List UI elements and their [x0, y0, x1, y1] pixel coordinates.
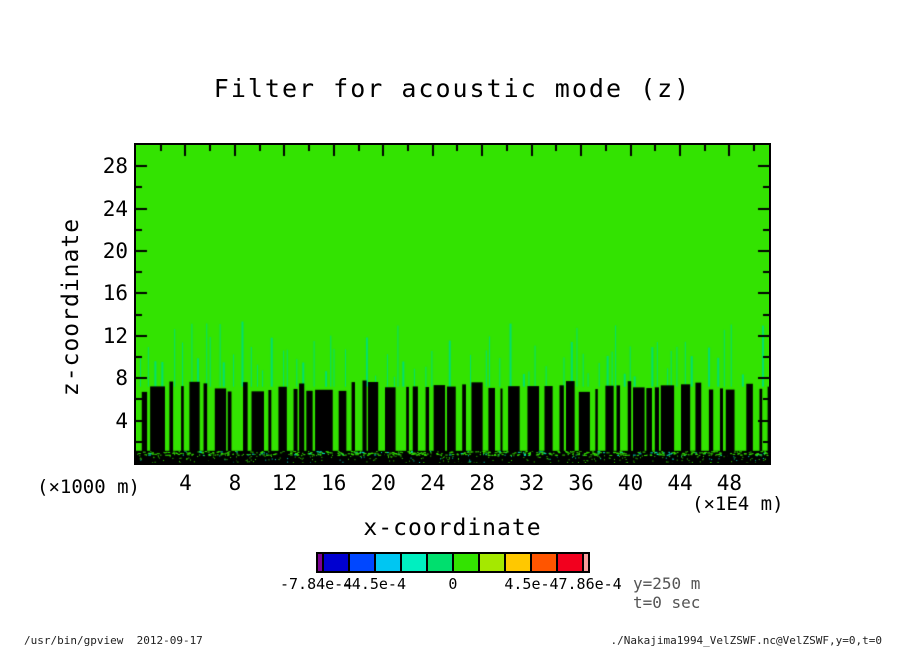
colorbar-segment: [400, 552, 428, 573]
x-tick-label: 8: [228, 471, 242, 495]
colorbar-segment: [426, 552, 454, 573]
x-tick-label: 40: [617, 471, 644, 495]
x-tick-label: 4: [179, 471, 192, 495]
x-tick-label: 36: [568, 471, 594, 495]
chart-title: Filter for acoustic mode (z): [213, 74, 692, 103]
colorbar-segment: [478, 552, 506, 573]
colorbar-segment: [504, 552, 532, 573]
colorbar-tick-label: 7.86e-4: [558, 575, 622, 593]
y-tick-label: 4: [115, 408, 128, 433]
x-tick-label: 12: [271, 471, 297, 495]
colorbar-segment: [348, 552, 376, 573]
colorbar: [316, 552, 590, 573]
x-tick-label: 20: [370, 471, 396, 495]
colorbar-segment: [582, 552, 590, 573]
colorbar-segment: [452, 552, 480, 573]
y-tick-label: 28: [102, 154, 128, 179]
y-tick-label: 24: [102, 196, 128, 221]
annotation-y-level: y=250 m: [633, 574, 701, 593]
x-tick-label: 16: [321, 471, 347, 495]
colorbar-tick-label: -4.5e-4: [342, 575, 406, 593]
colorbar-tick-label: 4.5e-4: [504, 575, 559, 593]
colorbar-tick-label: -7.84e-4: [280, 575, 353, 593]
heatmap-canvas: [136, 145, 769, 463]
annotation-time: t=0 sec: [633, 593, 701, 612]
y-tick-label: 16: [102, 281, 128, 306]
y-axis-title: z-coordinate: [58, 217, 84, 397]
colorbar-segment: [556, 552, 584, 573]
x-axis-unit: (×1E4 m): [692, 493, 784, 515]
y-axis-title-wrap: z-coordinate: [46, 160, 84, 450]
footer-datasource: ./Nakajima1994_VelZSWF.nc@VelZSWF,y=0,t=…: [610, 634, 882, 647]
y-tick-label: 8: [115, 366, 128, 391]
x-axis-title: x-coordinate: [363, 515, 542, 541]
plot-area: [134, 143, 771, 465]
y-axis-unit: (×1000 m): [37, 476, 140, 498]
colorbar-segment: [322, 552, 350, 573]
colorbar-tick-label: 0: [448, 575, 458, 593]
footer-command: /usr/bin/gpview 2012-09-17: [24, 634, 203, 647]
x-tick-label: 28: [469, 471, 495, 495]
x-tick-label: 44: [667, 471, 693, 495]
y-tick-label: 12: [102, 323, 128, 348]
y-tick-label: 20: [102, 239, 128, 263]
x-tick-label: 48: [716, 471, 743, 495]
x-tick-label: 24: [420, 471, 446, 495]
x-tick-label: 32: [518, 471, 545, 495]
colorbar-segment: [530, 552, 558, 573]
colorbar-segment: [374, 552, 402, 573]
